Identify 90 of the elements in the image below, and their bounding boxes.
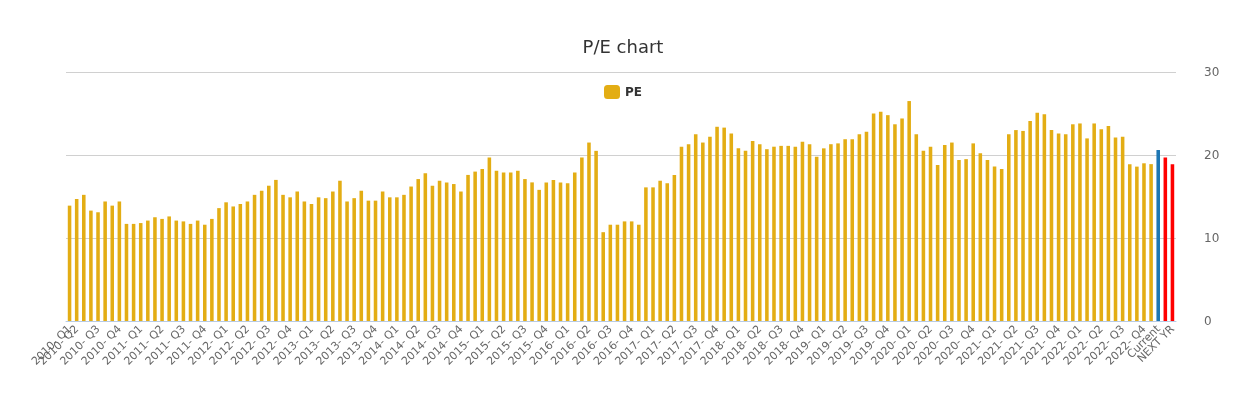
bar	[850, 139, 855, 321]
bar	[217, 208, 221, 321]
chart-title: P/E chart	[582, 35, 664, 57]
bar	[836, 143, 840, 321]
bar	[1021, 130, 1025, 321]
legend-label: PE	[625, 85, 642, 99]
bar	[587, 142, 591, 321]
bar	[82, 194, 86, 321]
bar	[950, 142, 954, 321]
bar	[637, 224, 641, 321]
bar	[274, 179, 278, 321]
bar	[146, 220, 150, 321]
bar	[96, 212, 100, 321]
bar	[402, 194, 406, 321]
bar	[772, 146, 776, 321]
bar	[516, 170, 520, 321]
bar	[281, 194, 285, 321]
bar	[530, 182, 534, 321]
bar	[89, 210, 93, 321]
bar	[757, 144, 762, 321]
bar	[416, 179, 420, 321]
bar	[886, 115, 890, 321]
bar	[829, 144, 833, 321]
bar	[843, 139, 847, 321]
bar	[338, 180, 342, 321]
bar	[1135, 166, 1139, 321]
bar	[345, 201, 349, 321]
bar	[822, 148, 826, 321]
bar	[395, 197, 399, 321]
bar	[167, 216, 171, 321]
bar	[231, 206, 235, 321]
bar	[786, 145, 790, 321]
y-tick-label: 20	[1204, 148, 1220, 162]
bar	[210, 218, 214, 321]
y-tick-label: 30	[1204, 65, 1220, 79]
bar	[765, 149, 769, 321]
bar	[900, 118, 904, 321]
bar	[971, 143, 975, 321]
bar	[352, 198, 356, 321]
bar	[722, 127, 726, 321]
bar	[1127, 164, 1132, 321]
bar	[387, 197, 392, 321]
bar	[331, 191, 335, 321]
bar	[942, 145, 947, 321]
bar	[1142, 163, 1146, 321]
bar	[473, 171, 477, 321]
bar	[1035, 112, 1040, 321]
bar	[523, 179, 527, 321]
bar	[580, 157, 584, 321]
bar	[907, 101, 911, 321]
bar	[594, 150, 598, 321]
y-tick-label: 10	[1204, 231, 1220, 245]
bar	[480, 169, 485, 321]
bar	[572, 172, 577, 321]
bar	[1028, 120, 1032, 321]
bar	[459, 191, 463, 321]
bar	[1156, 150, 1160, 321]
bar	[160, 218, 164, 321]
bar	[452, 184, 456, 321]
bar	[779, 145, 783, 321]
bar	[202, 224, 207, 321]
bar	[1071, 124, 1075, 321]
bar	[658, 180, 662, 321]
bar	[957, 159, 961, 321]
bar	[224, 202, 228, 321]
bar	[893, 124, 897, 321]
bar	[466, 174, 470, 321]
bar	[1149, 164, 1153, 321]
bar	[708, 136, 712, 321]
y-tick-label: 0	[1204, 314, 1212, 328]
bar	[665, 183, 670, 321]
bar	[644, 187, 648, 321]
bar	[601, 232, 605, 321]
bar	[651, 187, 655, 321]
bar	[701, 142, 705, 321]
bar	[1078, 123, 1082, 321]
bar	[1085, 138, 1089, 321]
bar	[288, 197, 292, 321]
bar	[1007, 134, 1011, 321]
bar	[295, 191, 300, 321]
bar	[1092, 123, 1096, 321]
bar	[715, 126, 719, 321]
bar	[267, 185, 271, 321]
bar	[964, 159, 968, 321]
bar	[537, 189, 541, 321]
bar	[409, 186, 413, 321]
bar	[110, 205, 115, 321]
bar	[1014, 130, 1018, 321]
bar	[103, 201, 107, 321]
bar	[153, 217, 157, 321]
